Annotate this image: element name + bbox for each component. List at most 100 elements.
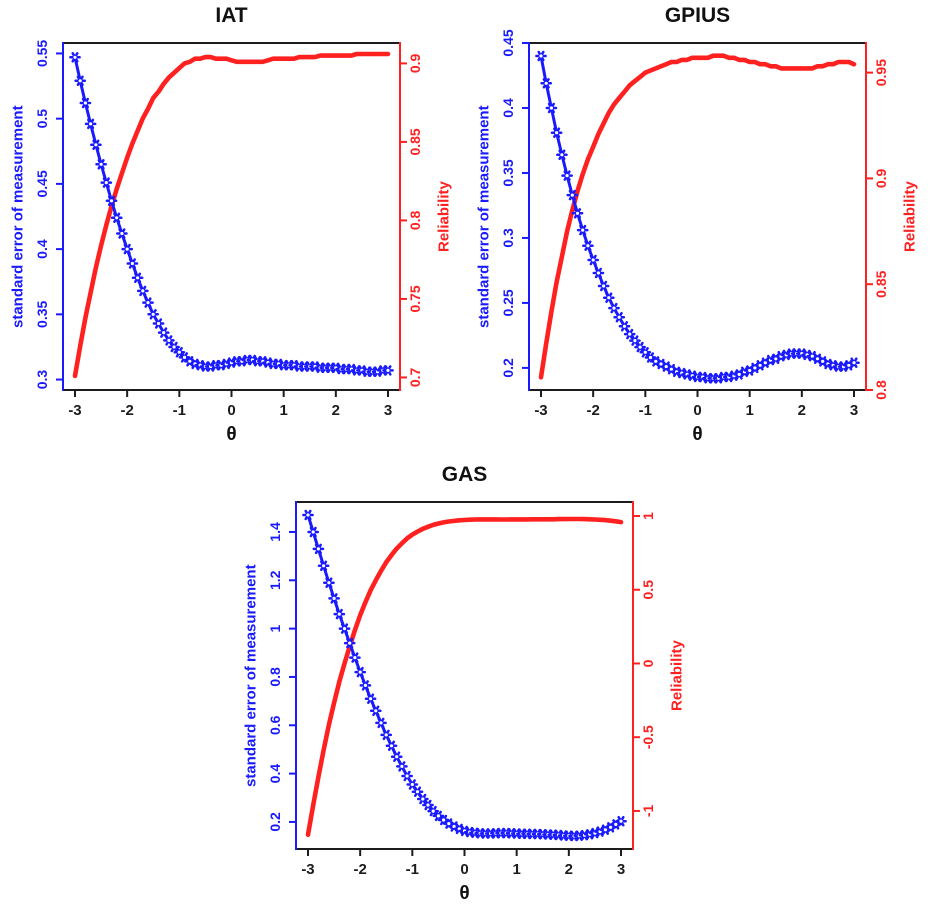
asterisk-marker bbox=[126, 258, 139, 269]
svg-text:1: 1 bbox=[512, 861, 520, 878]
svg-text:0.95: 0.95 bbox=[873, 59, 889, 86]
x-axis-ticks: -3 -2 -1 0 1 2 3 bbox=[68, 390, 392, 419]
svg-text:3: 3 bbox=[384, 402, 392, 419]
asterisk-marker bbox=[382, 365, 394, 376]
asterisk-marker bbox=[686, 370, 699, 381]
svg-text:0.9: 0.9 bbox=[873, 168, 889, 188]
svg-text:0.9: 0.9 bbox=[407, 53, 423, 73]
right-axis-ticks: 0.7 0.75 0.8 0.85 0.9 bbox=[400, 53, 423, 387]
asterisk-marker bbox=[623, 328, 636, 340]
asterisk-marker bbox=[576, 224, 589, 236]
svg-text:1: 1 bbox=[267, 625, 283, 633]
svg-text:-1: -1 bbox=[173, 402, 186, 419]
svg-text:1: 1 bbox=[279, 402, 287, 419]
svg-text:0.5: 0.5 bbox=[34, 109, 50, 129]
svg-text:2: 2 bbox=[798, 402, 806, 419]
asterisk-marker bbox=[105, 195, 118, 207]
asterisk-marker bbox=[587, 254, 600, 266]
asterisk-marker bbox=[712, 373, 725, 384]
asterisk-marker bbox=[416, 793, 429, 805]
asterisk-marker bbox=[556, 149, 568, 161]
svg-text:1.2: 1.2 bbox=[267, 570, 283, 590]
svg-text:0.35: 0.35 bbox=[34, 301, 50, 328]
svg-text:0.8: 0.8 bbox=[267, 667, 283, 687]
panel-iat: IAT standard error of measurement Reliab… bbox=[0, 0, 466, 459]
asterisk-marker bbox=[364, 693, 377, 704]
svg-text:0.75: 0.75 bbox=[407, 285, 423, 312]
x-axis-title: θ bbox=[459, 883, 470, 904]
left-axis-ticks: 0.2 0.25 0.3 0.35 0.4 0.45 bbox=[500, 29, 529, 378]
asterisk-marker bbox=[545, 102, 558, 114]
svg-text:0.8: 0.8 bbox=[407, 210, 423, 230]
asterisk-marker bbox=[385, 740, 398, 752]
asterisk-marker bbox=[597, 280, 610, 292]
asterisk-marker bbox=[333, 608, 346, 620]
left-axis-ticks: 0.3 0.35 0.4 0.45 0.5 0.55 bbox=[34, 40, 63, 390]
chart-title: GAS bbox=[441, 463, 488, 486]
asterisk-marker bbox=[328, 593, 340, 604]
asterisk-marker bbox=[380, 729, 393, 741]
asterisk-marker bbox=[349, 652, 361, 663]
asterisk-marker bbox=[343, 637, 356, 649]
svg-text:0.2: 0.2 bbox=[267, 812, 283, 832]
reliability-series bbox=[72, 51, 391, 379]
asterisk-marker bbox=[74, 75, 87, 87]
svg-text:0: 0 bbox=[693, 402, 701, 419]
asterisk-marker bbox=[422, 799, 434, 811]
x-axis-title: θ bbox=[226, 424, 237, 445]
svg-text:0.3: 0.3 bbox=[500, 228, 516, 248]
svg-text:3: 3 bbox=[617, 861, 625, 878]
chart-title: GPIUS bbox=[664, 4, 731, 27]
asterisk-marker bbox=[618, 321, 631, 332]
asterisk-marker bbox=[317, 560, 330, 572]
svg-text:-2: -2 bbox=[120, 402, 133, 419]
asterisk-marker bbox=[401, 770, 413, 782]
svg-text:2: 2 bbox=[332, 402, 340, 419]
asterisk-marker bbox=[354, 666, 367, 678]
asterisk-marker bbox=[592, 267, 605, 279]
asterisk-marker bbox=[795, 348, 808, 359]
asterisk-marker bbox=[566, 189, 579, 201]
asterisk-marker bbox=[163, 335, 175, 346]
asterisk-marker bbox=[602, 292, 615, 303]
plot-frame bbox=[62, 42, 401, 391]
svg-text:-0.5: -0.5 bbox=[640, 725, 656, 749]
svg-text:-1: -1 bbox=[640, 805, 656, 818]
svg-text:1.4: 1.4 bbox=[267, 522, 283, 542]
asterisk-marker bbox=[561, 170, 573, 181]
sem-series bbox=[535, 50, 860, 384]
asterisk-marker bbox=[95, 159, 107, 170]
x-axis-title: θ bbox=[692, 424, 703, 445]
asterisk-marker bbox=[69, 52, 81, 63]
asterisk-marker bbox=[375, 717, 387, 729]
svg-text:-2: -2 bbox=[353, 861, 366, 878]
asterisk-marker bbox=[90, 139, 102, 151]
svg-text:0.6: 0.6 bbox=[267, 715, 283, 735]
svg-text:0: 0 bbox=[227, 402, 235, 419]
asterisk-marker bbox=[302, 509, 314, 521]
svg-text:0.2: 0.2 bbox=[500, 358, 516, 378]
chart-title: IAT bbox=[215, 4, 248, 27]
asterisk-marker bbox=[236, 356, 248, 367]
svg-text:0.3: 0.3 bbox=[34, 370, 50, 390]
asterisk-marker bbox=[323, 577, 335, 588]
asterisk-marker bbox=[599, 824, 612, 835]
asterisk-marker bbox=[608, 302, 620, 314]
svg-text:-3: -3 bbox=[68, 402, 81, 419]
svg-text:0: 0 bbox=[640, 659, 656, 667]
svg-text:0.25: 0.25 bbox=[500, 289, 516, 316]
svg-text:0.45: 0.45 bbox=[500, 29, 516, 56]
svg-text:2: 2 bbox=[565, 861, 573, 878]
asterisk-marker bbox=[535, 50, 547, 62]
asterisk-marker bbox=[406, 779, 419, 790]
asterisk-marker bbox=[110, 212, 123, 224]
asterisk-marker bbox=[136, 285, 149, 297]
svg-text:0.45: 0.45 bbox=[34, 170, 50, 197]
right-axis-ticks: -1 -0.5 0 0.5 1 bbox=[633, 512, 656, 817]
asterisk-marker bbox=[307, 526, 320, 538]
svg-text:0: 0 bbox=[460, 861, 468, 878]
svg-text:0.5: 0.5 bbox=[640, 580, 656, 600]
asterisk-marker bbox=[147, 309, 160, 320]
asterisk-marker bbox=[827, 360, 839, 371]
svg-text:0.4: 0.4 bbox=[500, 98, 516, 118]
